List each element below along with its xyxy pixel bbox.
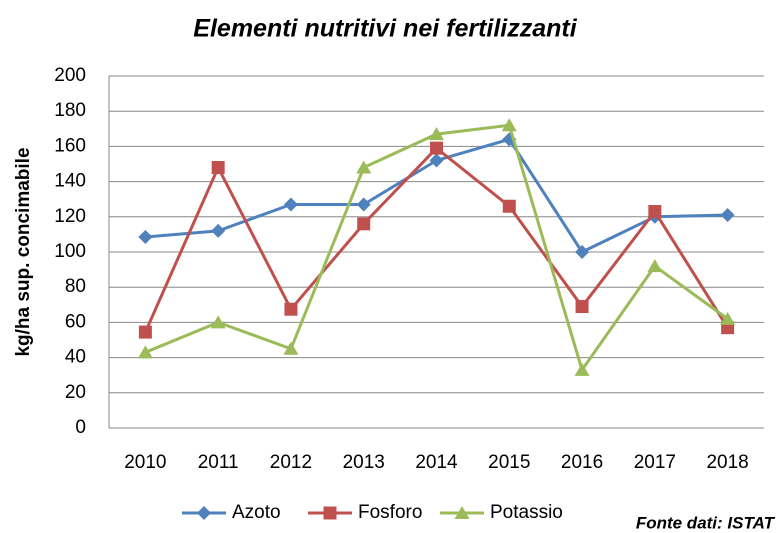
x-tick-label: 2014 [415,452,458,473]
x-tick-label: 2012 [270,452,312,473]
y-tick-label: 200 [54,65,86,86]
y-tick-label: 60 [65,311,86,332]
marker [323,506,337,520]
x-tick-label: 2018 [706,452,748,473]
x-tick-label: 2017 [634,452,676,473]
y-tick-label: 120 [54,206,86,227]
chart-title: Elementi nutritivi nei fertilizzanti [193,15,577,43]
marker [137,345,153,359]
marker [575,300,589,314]
marker [502,199,516,213]
y-tick-label: 80 [65,276,86,297]
marker [138,325,152,339]
marker [210,315,226,329]
marker [284,302,298,316]
marker [356,197,371,212]
marker [197,506,211,520]
y-tick-label: 140 [54,171,86,192]
marker [501,118,517,132]
y-axis-label: kg/ha sup. concimabile [13,147,34,356]
marker [575,245,590,259]
marker [283,341,299,355]
legend-label: Fosforo [358,502,422,523]
x-tick-label: 2013 [343,452,385,473]
marker [356,160,372,174]
source-note: Fonte dati: ISTAT [636,513,776,532]
marker [574,362,590,376]
marker [357,217,371,231]
x-tick-label: 2011 [198,452,239,473]
marker [648,205,662,219]
marker [720,208,735,223]
marker [211,161,225,175]
marker [429,127,444,141]
marker [429,153,444,168]
y-tick-label: 180 [54,100,86,121]
legend-label: Potassio [490,502,563,523]
y-tick-label: 20 [65,382,86,403]
series-line [144,146,729,333]
legend-label: Azoto [232,502,281,523]
marker [647,259,663,273]
x-tick-label: 2016 [561,452,603,473]
y-tick-label: 100 [54,241,86,262]
marker [211,223,226,238]
marker [283,197,298,212]
y-tick-label: 160 [54,135,86,156]
y-tick-label: 40 [65,347,86,368]
marker [720,311,736,325]
marker [138,230,153,245]
x-tick-label: 2010 [124,452,166,473]
marker [454,506,470,519]
marker [430,141,443,155]
y-tick-label: 0 [75,417,86,438]
x-tick-label: 2015 [488,452,530,473]
